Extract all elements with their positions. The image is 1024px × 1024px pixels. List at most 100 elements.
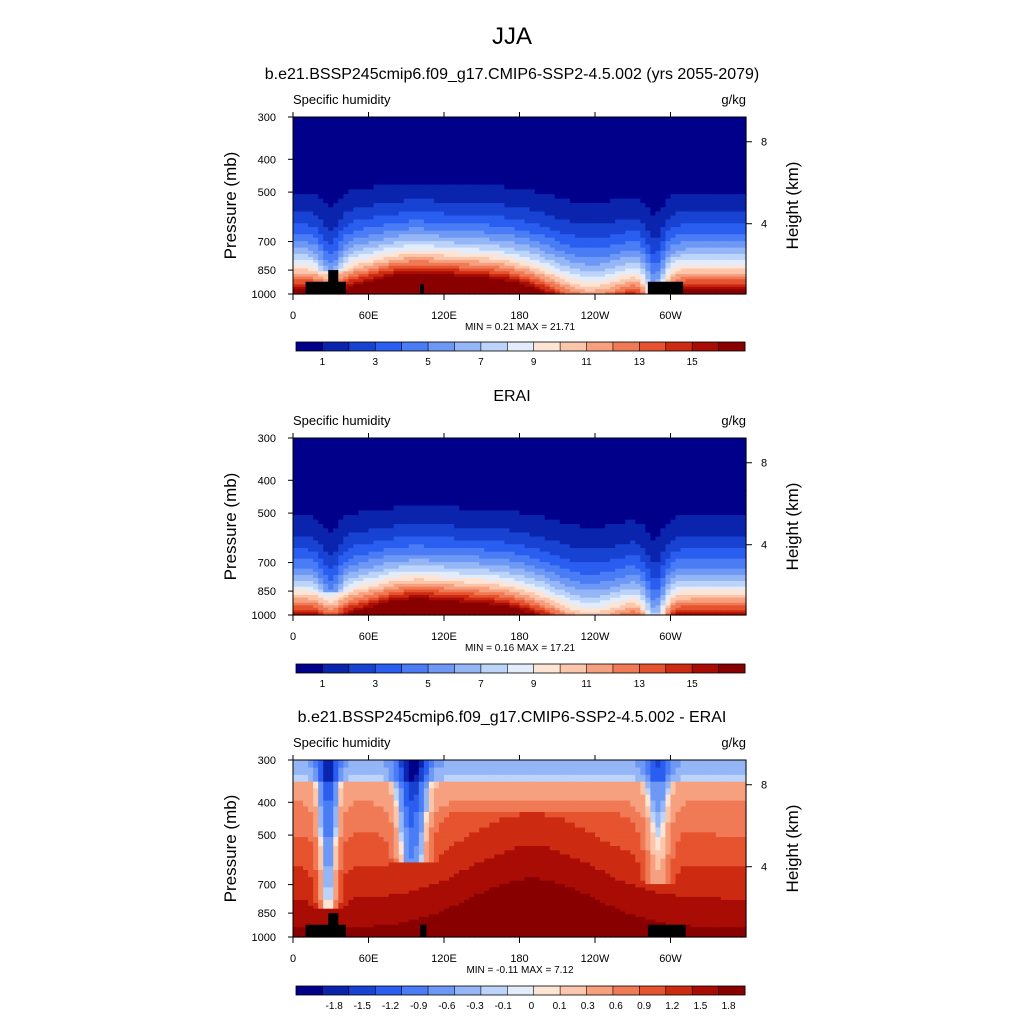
contour-cell [610, 273, 616, 278]
contour-cell [303, 459, 309, 467]
contour-cell [323, 179, 329, 186]
contour-cell [484, 459, 490, 467]
contour-cell [393, 268, 400, 272]
units-label: g/kg [721, 413, 746, 428]
contour-cell [589, 151, 596, 159]
contour-cell [625, 237, 631, 242]
contour-cell [524, 163, 531, 170]
contour-cell [348, 219, 354, 224]
contour-cell [700, 438, 707, 447]
contour-cell [559, 289, 566, 293]
contour-cell [408, 124, 415, 133]
contour-cell [298, 163, 304, 170]
contour-cell [630, 174, 636, 181]
contour-cell [695, 271, 702, 275]
contour-cell [398, 500, 405, 507]
contour-cell [635, 203, 641, 208]
contour-cell [660, 157, 667, 165]
contour-cell [323, 157, 329, 165]
contour-cell [393, 223, 400, 228]
contour-cell [725, 211, 732, 217]
contour-cell [589, 184, 596, 190]
contour-cell [358, 207, 365, 213]
contour-cell [625, 145, 631, 153]
contour-cell [348, 198, 354, 204]
contour-cell [705, 203, 712, 208]
contour-cell [534, 279, 541, 283]
contour-cell [454, 241, 460, 245]
contour-cell [544, 265, 551, 270]
contour-cell [519, 124, 526, 133]
contour-cell [514, 174, 521, 181]
contour-cell [373, 452, 380, 461]
contour-cell [308, 223, 314, 228]
contour-cell [680, 117, 687, 126]
contour-cell [348, 265, 354, 270]
contour-cell [705, 215, 712, 221]
contour-cell [464, 227, 470, 232]
contour-cell [564, 472, 571, 480]
y-tick-label: 400 [258, 154, 276, 166]
contour-cell [303, 168, 309, 175]
contour-cell [469, 286, 475, 290]
contour-cell [740, 253, 747, 258]
contour-cell [383, 179, 390, 186]
contour-cell [348, 284, 354, 288]
contour-cell [328, 265, 334, 270]
contour-cell [564, 445, 571, 454]
contour-cell [524, 194, 531, 200]
contour-cell [444, 472, 450, 480]
contour-cell [710, 168, 717, 175]
contour-cell [670, 253, 677, 258]
contour-cell [680, 489, 687, 496]
contour-cell [665, 253, 672, 258]
contour-cell [428, 273, 435, 278]
contour-cell [554, 253, 561, 258]
contour-cell [685, 145, 692, 153]
contour-cell [338, 478, 344, 486]
contour-cell [504, 279, 511, 283]
contour-cell [318, 438, 324, 447]
contour-cell [298, 484, 304, 491]
contour-cell [489, 500, 495, 507]
contour-cell [625, 244, 631, 249]
contour-cell [438, 276, 445, 280]
contour-cell [363, 211, 370, 217]
contour-cell [529, 276, 536, 280]
contour-cell [559, 145, 566, 153]
contour-cell [534, 268, 541, 272]
contour-cell [433, 203, 440, 208]
contour-cell [635, 151, 641, 159]
contour-cell [449, 466, 455, 474]
contour-cell [464, 495, 470, 502]
y-tick-label: 850 [258, 265, 276, 277]
contour-cell [383, 265, 390, 270]
contour-cell [438, 207, 445, 213]
contour-cell [584, 145, 591, 153]
contour-cell [610, 241, 616, 245]
contour-cell [549, 168, 556, 175]
contour-cell [700, 241, 707, 245]
contour-cell [308, 273, 314, 278]
contour-cell [620, 489, 626, 496]
contour-cell [574, 227, 581, 232]
contour-cell [363, 472, 370, 480]
contour-cell [454, 184, 460, 190]
contour-cell [554, 230, 561, 235]
contour-cell [454, 276, 460, 280]
contour-cell [484, 250, 490, 255]
contour-cell [403, 174, 410, 181]
contour-cell [660, 179, 667, 186]
contour-cell [353, 215, 360, 221]
contour-cell [524, 262, 531, 267]
contour-cell [615, 268, 621, 272]
contour-cell [479, 445, 485, 454]
contour-cell [303, 227, 309, 232]
contour-cell [353, 124, 360, 133]
contour-cell [373, 265, 380, 270]
contour-cell [695, 237, 702, 242]
contour-cell [459, 286, 465, 290]
contour-cell [524, 484, 531, 491]
contour-cell [313, 253, 319, 258]
contour-cell [484, 227, 490, 232]
